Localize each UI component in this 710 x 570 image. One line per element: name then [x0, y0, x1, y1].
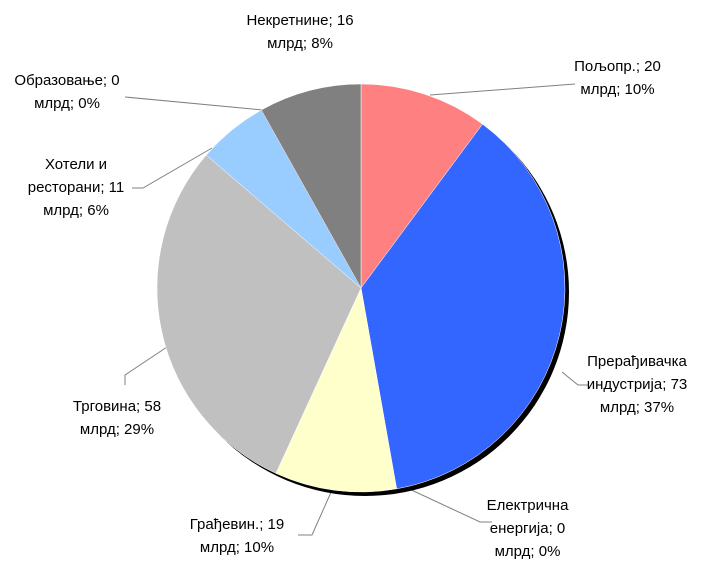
leader-line — [132, 147, 213, 189]
slice-label: Прерађивачка индустрија; 73 млрд; 37% — [586, 353, 688, 416]
leader-line — [124, 96, 264, 111]
leader-line — [429, 83, 576, 96]
slice-label: Пољопр.; 20 млрд; 10% — [574, 58, 661, 98]
slice-label: Некретнине; 16 млрд; 8% — [246, 12, 354, 52]
leader-line — [298, 489, 333, 536]
leader-line — [124, 334, 186, 385]
leader-lines — [124, 83, 588, 536]
slice-label: Електрична енергија; 0 млрд; 0% — [486, 497, 569, 560]
slice-label: Образовање; 0 млрд; 0% — [14, 72, 120, 112]
pie-slice — [360, 83, 483, 289]
pie-slice — [156, 154, 362, 474]
slice-label: Трговина; 58 млрд; 29% — [72, 398, 162, 438]
slice-label: Хотели и ресторани; 11 млрд; 6% — [27, 156, 125, 219]
leader-line — [561, 371, 588, 386]
leader-line — [404, 486, 492, 523]
pie-slice — [360, 123, 566, 490]
pie-slice — [261, 83, 362, 289]
slice-label: Грађевин.; 19 млрд; 10% — [189, 516, 285, 556]
pie-slice — [275, 287, 397, 493]
